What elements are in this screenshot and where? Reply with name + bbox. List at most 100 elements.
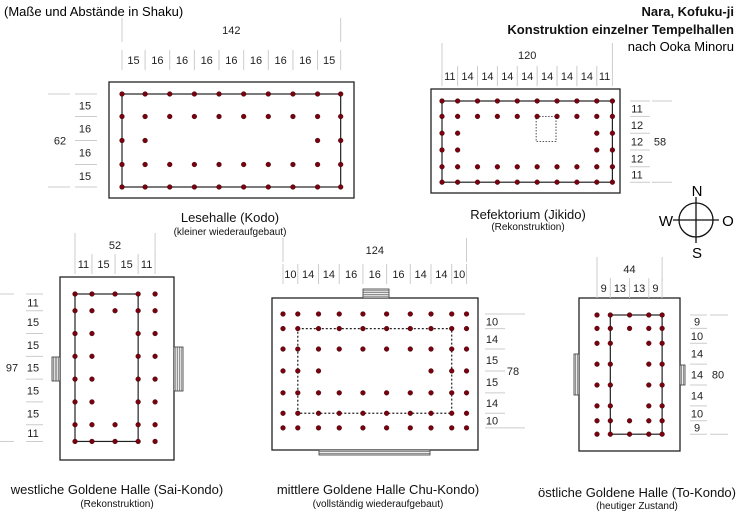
- span-y-label: 9: [694, 422, 700, 434]
- column-post: [659, 361, 665, 367]
- column-post: [290, 113, 296, 120]
- column-post: [280, 390, 286, 396]
- column-post: [89, 438, 95, 445]
- column-post: [607, 312, 613, 318]
- span-y-label: 10: [486, 316, 498, 328]
- span-y-label: 11: [631, 104, 642, 116]
- column-post: [338, 113, 344, 120]
- column-post: [280, 326, 286, 332]
- span-x-label: 14: [481, 71, 493, 83]
- span-y-label: 15: [27, 408, 39, 420]
- column-post: [474, 164, 481, 170]
- hall-platform: [108, 81, 355, 199]
- column-post: [142, 113, 148, 120]
- column-post: [216, 113, 222, 120]
- column-post: [152, 376, 158, 382]
- column-post: [428, 326, 434, 332]
- span-x-label: 16: [369, 269, 381, 281]
- stairs: [51, 356, 61, 382]
- column-post: [167, 161, 173, 168]
- span-y-label: 15: [27, 317, 39, 329]
- column-post: [514, 164, 520, 170]
- column-post: [360, 425, 366, 431]
- kodo-plan: 15 16 16 16 16 16 16 16 15 142 15 16 16 15 62: [48, 18, 355, 199]
- column-post: [265, 113, 271, 120]
- column-post: [646, 418, 652, 424]
- span-x-label: 14: [323, 269, 335, 281]
- column-post: [315, 368, 322, 374]
- column-post: [607, 340, 613, 346]
- compass-south: S: [692, 245, 702, 262]
- column-post: [191, 113, 197, 120]
- column-post: [112, 308, 118, 314]
- column-post: [659, 431, 665, 437]
- to-kondo-subtitle: (heutiger Zustand): [596, 501, 678, 512]
- column-post: [594, 164, 600, 170]
- column-post: [360, 410, 366, 416]
- column-post: [607, 325, 613, 332]
- column-post: [439, 147, 445, 153]
- span-x-label: 16: [274, 55, 286, 67]
- column-post: [659, 325, 665, 332]
- total-depth-label: 80: [712, 370, 724, 382]
- column-post: [554, 113, 560, 120]
- column-post: [609, 179, 616, 185]
- column-post: [609, 164, 616, 170]
- column-post: [407, 425, 413, 431]
- total-width-label: 120: [518, 50, 536, 62]
- column-post: [474, 179, 481, 185]
- column-post: [659, 418, 665, 424]
- column-post: [191, 184, 197, 190]
- compass-west: W: [659, 213, 674, 230]
- column-post: [428, 346, 434, 352]
- column-post: [290, 161, 296, 168]
- span-x-label: 9: [601, 283, 607, 295]
- column-post: [594, 130, 600, 136]
- column-post: [241, 91, 247, 97]
- wall-outline: [441, 100, 613, 183]
- column-post: [646, 340, 652, 346]
- span-x-label: 16: [250, 55, 262, 67]
- column-post: [574, 98, 580, 104]
- jikido-title: Refektorium (Jikido): [470, 207, 586, 222]
- column-post: [574, 179, 580, 185]
- column-post: [494, 98, 500, 104]
- column-post: [659, 312, 665, 318]
- compass-east: O: [722, 213, 734, 230]
- column-post: [72, 353, 78, 359]
- column-post: [463, 311, 470, 317]
- column-post: [265, 161, 271, 168]
- column-post: [607, 403, 613, 409]
- column-post: [594, 147, 600, 153]
- column-post: [449, 425, 455, 431]
- column-post: [295, 410, 301, 416]
- column-post: [167, 91, 173, 97]
- column-post: [494, 113, 500, 120]
- total-depth-label: 58: [654, 137, 666, 149]
- column-post: [265, 184, 271, 190]
- column-post: [514, 113, 520, 120]
- column-post: [594, 113, 600, 120]
- span-y-label: 10: [691, 331, 703, 343]
- column-post: [659, 403, 665, 409]
- column-post: [336, 326, 342, 332]
- to-kondo-plan: 9 13 13 9 44 9 10 14 14 14 10 9 80: [573, 257, 728, 452]
- stairs-outline: [362, 288, 390, 299]
- column-post: [514, 179, 520, 185]
- column-post: [463, 368, 470, 374]
- span-x-label: 11: [444, 71, 455, 83]
- column-post: [449, 410, 455, 416]
- column-post: [463, 346, 470, 352]
- span-y-label: 15: [27, 363, 39, 375]
- chu-kondo-plan: 10 14 14 16 16 16 14 14 10 124 10 14 15 15 14 10 78: [271, 238, 525, 456]
- units-note: (Maße und Abstände in Shaku): [4, 4, 183, 19]
- span-x-label: 11: [78, 259, 89, 271]
- total-width-label: 124: [366, 245, 384, 257]
- stairs-outline: [573, 353, 580, 396]
- column-post: [314, 161, 321, 168]
- column-post: [449, 368, 455, 374]
- column-post: [72, 308, 78, 314]
- column-post: [554, 164, 560, 170]
- span-x-label: 16: [345, 269, 357, 281]
- column-post: [609, 130, 616, 136]
